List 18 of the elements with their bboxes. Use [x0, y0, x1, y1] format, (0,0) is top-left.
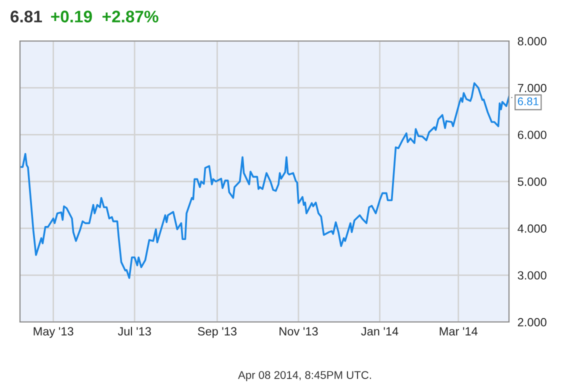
y-tick-label: 5.000 [518, 178, 546, 186]
line-series [20, 82, 509, 279]
y-tick-label: 7.000 [518, 84, 546, 92]
chart-subtitle: +0.19 +2.87% [51, 10, 158, 22]
annotation: 6.81 [518, 97, 538, 106]
y-tick-label: 4.000 [518, 224, 546, 233]
x-tick-label: Mar '14 [440, 327, 478, 336]
y-tick-label: 2.000 [518, 318, 546, 326]
y-tick-label: 8.000 [518, 37, 546, 46]
x-tick-label: May '13 [34, 327, 74, 338]
x-tick-label: Sep '13 [198, 327, 237, 338]
x-tick-label: Jan '14 [361, 327, 398, 336]
chart-title: 6.81 [10, 10, 42, 22]
x-tick-label: Jul '13 [118, 326, 151, 336]
y-tick-label: 6.000 [518, 130, 546, 140]
x-tick-label: Nov '13 [280, 327, 318, 336]
y-tick-label: 3.000 [518, 271, 546, 280]
text: Apr 08 2014, 8:45PM UTC. [238, 371, 371, 382]
